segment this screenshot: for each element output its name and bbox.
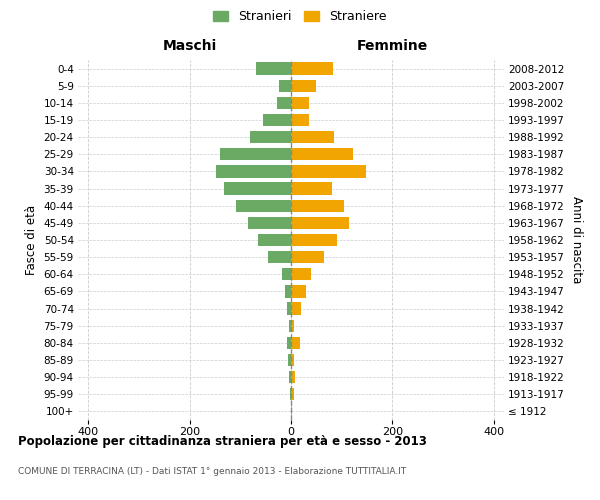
Bar bbox=[291, 286, 306, 298]
Bar bbox=[291, 62, 332, 74]
Bar bbox=[277, 96, 291, 109]
Bar bbox=[287, 302, 291, 314]
Y-axis label: Fasce di età: Fasce di età bbox=[25, 205, 38, 275]
Bar bbox=[291, 354, 294, 366]
Bar bbox=[291, 200, 344, 212]
Bar bbox=[291, 268, 311, 280]
Bar bbox=[289, 320, 291, 332]
Text: COMUNE DI TERRACINA (LT) - Dati ISTAT 1° gennaio 2013 - Elaborazione TUTTITALIA.: COMUNE DI TERRACINA (LT) - Dati ISTAT 1°… bbox=[18, 468, 406, 476]
Bar bbox=[236, 200, 291, 212]
Bar bbox=[256, 62, 291, 74]
Bar bbox=[291, 166, 366, 177]
Bar bbox=[220, 148, 291, 160]
Bar bbox=[289, 354, 291, 366]
Bar bbox=[291, 182, 332, 194]
Bar bbox=[291, 114, 309, 126]
Bar bbox=[289, 371, 291, 384]
Text: Femmine: Femmine bbox=[357, 39, 428, 53]
Bar bbox=[250, 131, 291, 143]
Bar bbox=[291, 234, 337, 246]
Bar bbox=[291, 131, 334, 143]
Bar bbox=[291, 80, 316, 92]
Legend: Stranieri, Straniere: Stranieri, Straniere bbox=[209, 6, 391, 26]
Bar bbox=[291, 302, 301, 314]
Bar bbox=[291, 216, 349, 229]
Bar bbox=[268, 251, 291, 264]
Bar bbox=[258, 234, 291, 246]
Text: Maschi: Maschi bbox=[163, 39, 217, 53]
Bar bbox=[287, 336, 291, 349]
Bar bbox=[291, 96, 309, 109]
Bar bbox=[216, 166, 291, 177]
Bar bbox=[291, 336, 300, 349]
Text: Popolazione per cittadinanza straniera per età e sesso - 2013: Popolazione per cittadinanza straniera p… bbox=[18, 435, 427, 448]
Bar bbox=[286, 286, 291, 298]
Bar bbox=[279, 80, 291, 92]
Bar bbox=[291, 251, 324, 264]
Bar bbox=[291, 371, 295, 384]
Y-axis label: Anni di nascita: Anni di nascita bbox=[571, 196, 583, 284]
Bar bbox=[291, 320, 293, 332]
Bar bbox=[263, 114, 291, 126]
Bar bbox=[291, 148, 353, 160]
Bar bbox=[282, 268, 291, 280]
Bar bbox=[248, 216, 291, 229]
Bar bbox=[224, 182, 291, 194]
Bar bbox=[291, 388, 293, 400]
